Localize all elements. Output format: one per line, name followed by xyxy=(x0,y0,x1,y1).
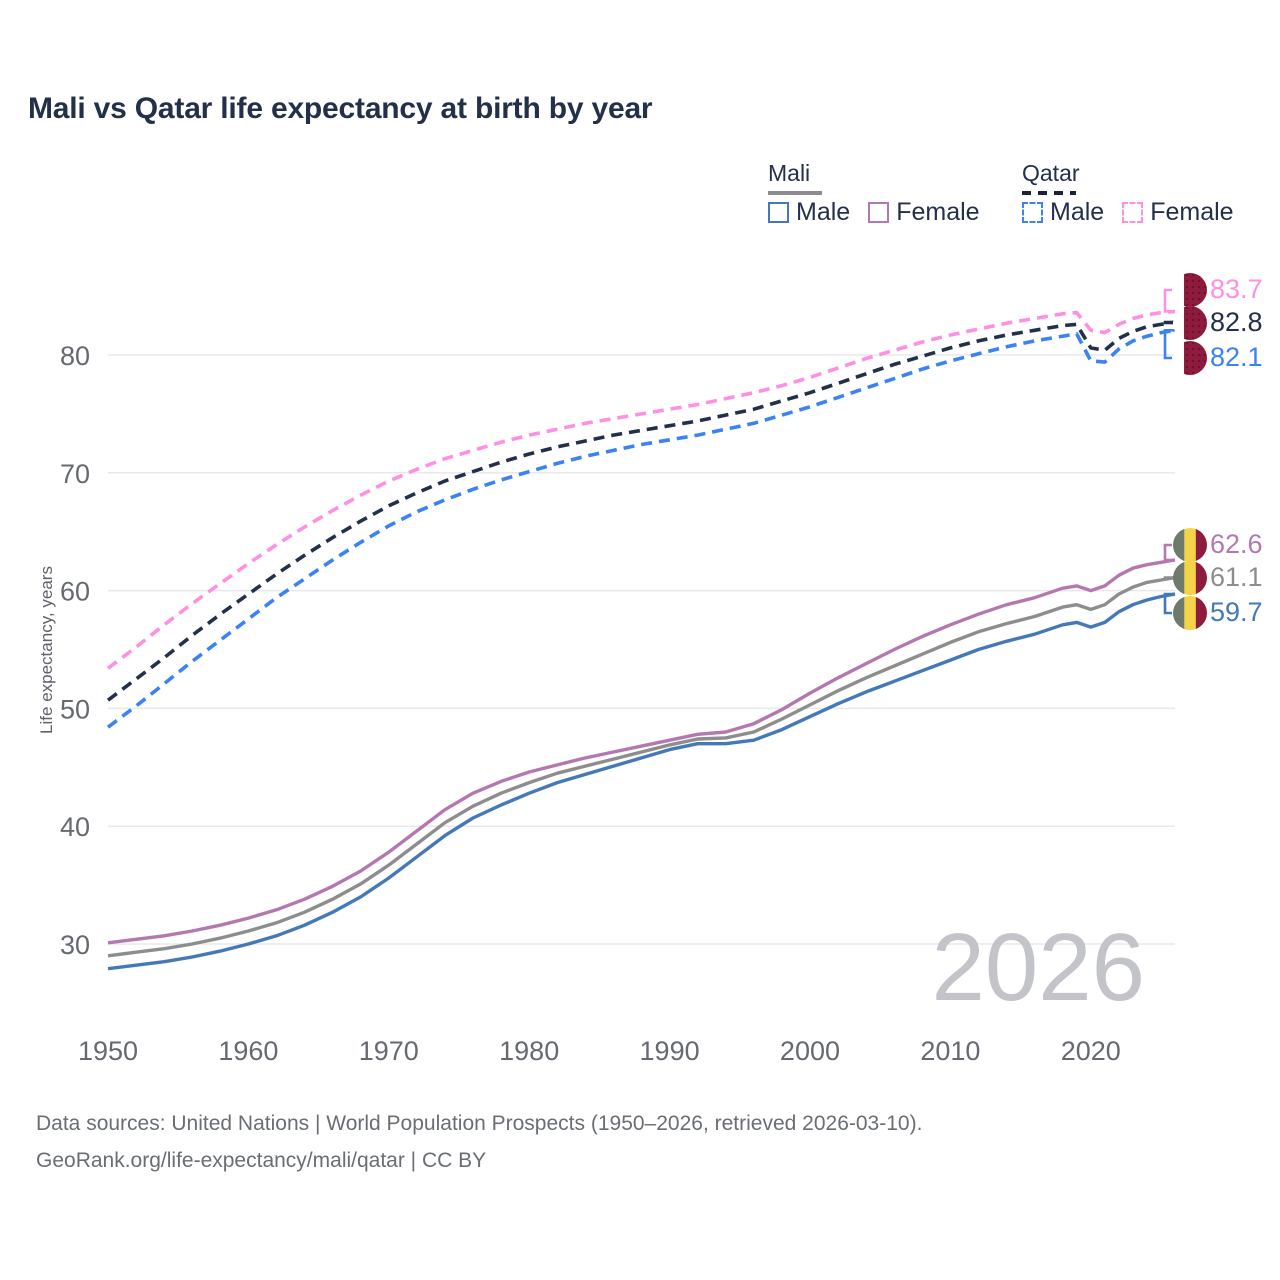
chart-legend: Mali Male Female Qatar Male xyxy=(760,160,1260,240)
legend-label-qatar-female: Female xyxy=(1150,198,1234,226)
end-value-label-mali-total: 61.1 xyxy=(1210,562,1263,592)
legend-items-qatar: Male Female xyxy=(1022,198,1234,227)
footer-sources-line: Data sources: United Nations | World Pop… xyxy=(36,1112,923,1135)
year-watermark: 2026 xyxy=(931,914,1145,1021)
mali-flag-icon xyxy=(1173,561,1207,595)
connector-qatar-male xyxy=(1163,329,1175,360)
legend-label-mali-female: Female xyxy=(896,198,980,226)
series-line-qatar-female xyxy=(106,309,1176,670)
legend-item-mali-female[interactable]: Female xyxy=(868,198,980,227)
connector-qatar-female xyxy=(1163,288,1175,313)
y-axis-title: Life expectancy, years xyxy=(37,566,56,734)
x-tick-label: 2020 xyxy=(1061,1036,1121,1066)
end-value-label-mali-female: 62.6 xyxy=(1210,529,1263,559)
end-value-label-qatar-male: 82.1 xyxy=(1210,342,1263,372)
series-line-mali-female xyxy=(107,558,1176,945)
legend-item-qatar-male[interactable]: Male xyxy=(1022,198,1104,227)
mali-flag-icon xyxy=(1173,596,1207,630)
legend-item-mali-male[interactable]: Male xyxy=(768,198,850,227)
legend-group-mali: Mali Male Female xyxy=(768,160,980,226)
legend-item-qatar-female[interactable]: Female xyxy=(1122,198,1234,227)
series-line-mali-male xyxy=(107,592,1176,971)
chart-footer: Data sources: United Nations | World Pop… xyxy=(36,1105,922,1179)
legend-swatch-icon-qatar-male xyxy=(1022,202,1043,223)
connector-mali-female xyxy=(1163,543,1175,562)
legend-swatch-icon-qatar-female xyxy=(1122,202,1144,223)
series-line-mali-total xyxy=(107,575,1176,958)
page-title: Mali vs Qatar life expectancy at birth b… xyxy=(28,92,653,125)
legend-label-qatar-male: Male xyxy=(1050,198,1105,226)
end-value-label-qatar-total: 82.8 xyxy=(1210,307,1263,337)
x-axis-ticks: 1950 1960 1970 1980 1990 2000 2010 2020 xyxy=(78,1036,1121,1066)
connector-mali-male xyxy=(1163,592,1175,615)
series-line-qatar-total xyxy=(106,320,1176,702)
legend-label-mali-male: Male xyxy=(796,198,851,226)
y-tick-label: 40 xyxy=(60,812,90,842)
legend-swatch-icon-mali-female xyxy=(868,202,890,223)
footer-attribution-line[interactable]: GeoRank.org/life-expectancy/mali/qatar |… xyxy=(36,1149,487,1172)
legend-rule-qatar xyxy=(1022,191,1076,195)
x-tick-label: 1970 xyxy=(359,1036,419,1066)
end-label-connectors xyxy=(1163,288,1175,615)
legend-rule-mali xyxy=(768,191,822,195)
end-value-label-qatar-female: 83.7 xyxy=(1210,274,1263,304)
x-tick-label: 1990 xyxy=(640,1036,700,1066)
x-tick-label: 2000 xyxy=(780,1036,840,1066)
legend-country-qatar: Qatar xyxy=(1022,160,1080,186)
qatar-flag-icon xyxy=(1173,341,1207,375)
y-tick-label: 60 xyxy=(60,577,90,607)
x-tick-label: 1960 xyxy=(218,1036,278,1066)
y-tick-label: 50 xyxy=(60,694,90,724)
y-tick-label: 80 xyxy=(60,341,90,371)
y-axis-ticks: 30 40 50 60 70 80 xyxy=(60,341,90,960)
x-tick-label: 1950 xyxy=(78,1036,138,1066)
end-label-markers: 83.782.8 82.1 62.661.1 59.7 xyxy=(1173,273,1263,630)
y-tick-label: 70 xyxy=(60,459,90,489)
end-value-label-mali-male: 59.7 xyxy=(1210,597,1263,627)
qatar-flag-icon xyxy=(1173,273,1207,307)
series-line-qatar-male xyxy=(106,328,1176,729)
legend-items-mali: Male Female xyxy=(768,198,980,227)
x-tick-label: 2010 xyxy=(920,1036,980,1066)
connector-qatar-total xyxy=(1163,320,1175,325)
mali-flag-icon xyxy=(1173,528,1207,562)
data-series xyxy=(106,309,1176,971)
legend-country-mali: Mali xyxy=(768,160,811,186)
y-tick-label: 30 xyxy=(60,930,90,960)
x-tick-label: 1980 xyxy=(499,1036,559,1066)
legend-swatch-icon-mali-male xyxy=(768,202,789,223)
legend-group-qatar: Qatar Male Female xyxy=(1022,160,1234,226)
qatar-flag-icon xyxy=(1173,306,1207,340)
